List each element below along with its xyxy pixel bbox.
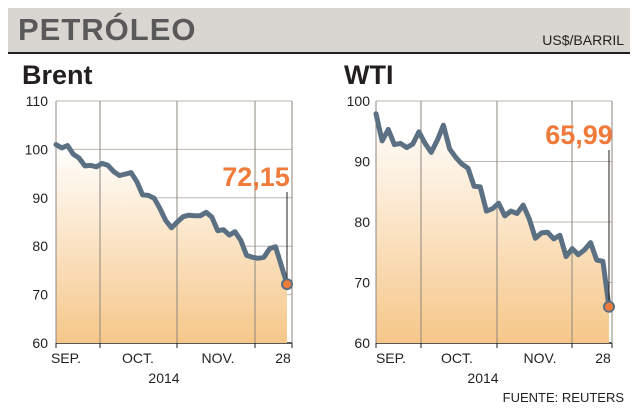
area-fill-wti — [376, 113, 609, 343]
chart-title-wti: WTI — [344, 60, 394, 90]
xtick-label-wti-0: SEP. — [376, 350, 406, 366]
last-value-label-brent: 72,15 — [222, 162, 290, 192]
year-label-wti: 2014 — [467, 370, 498, 386]
ytick-label-brent-60: 60 — [32, 335, 48, 351]
unit-label: US$/BARRIL — [542, 32, 624, 48]
area-fill-brent — [56, 144, 287, 343]
ytick-label-brent-70: 70 — [32, 287, 48, 303]
ytick-label-wti-60: 60 — [354, 335, 370, 351]
ytick-label-wti-80: 80 — [354, 214, 370, 230]
series-line-brent — [53, 142, 290, 287]
xtick-label-wti-3: 28 — [595, 350, 611, 366]
page-title: PETRÓLEO — [18, 12, 197, 47]
xtick-label-brent-0: SEP. — [51, 350, 81, 366]
title-band — [8, 8, 630, 52]
series-line-wti — [373, 111, 612, 310]
ytick-label-wti-70: 70 — [354, 275, 370, 291]
header-rule — [8, 52, 630, 54]
source-note: FUENTE: REUTERS — [502, 390, 624, 405]
last-value-label-wti: 65,99 — [545, 120, 613, 150]
ytick-label-brent-90: 90 — [32, 190, 48, 206]
ytick-label-brent-100: 100 — [25, 141, 49, 157]
ytick-label-brent-110: 110 — [26, 93, 49, 109]
xtick-label-wti-2: NOV. — [524, 350, 557, 366]
chart-title-brent: Brent — [22, 60, 93, 90]
ytick-label-wti-100: 100 — [347, 93, 371, 109]
ytick-label-wti-90: 90 — [354, 154, 370, 170]
xtick-label-wti-1: OCT. — [441, 350, 473, 366]
xtick-label-brent-1: OCT. — [122, 350, 154, 366]
year-label-brent: 2014 — [148, 370, 179, 386]
last-point-wti — [603, 300, 615, 313]
last-point-brent — [281, 278, 293, 291]
xtick-label-brent-3: 28 — [275, 350, 291, 366]
ytick-label-brent-80: 80 — [32, 238, 48, 254]
xtick-label-brent-2: NOV. — [202, 350, 235, 366]
